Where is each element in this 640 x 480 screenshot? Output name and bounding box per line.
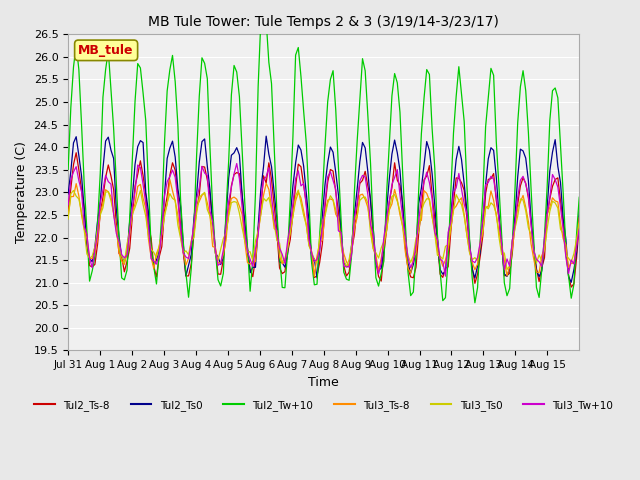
Tul3_Ts-8 (391, 187, 399, 192)
Tul3_Tw+10 (233, 161, 241, 167)
Tul3_Ts-8 (64, 213, 72, 219)
Y-axis label: Temperature (C): Temperature (C) (15, 142, 28, 243)
Tul2_Ts0 (262, 133, 270, 139)
Tul3_Tw+10 (64, 202, 72, 208)
Tul2_Tw+10 (324, 98, 332, 104)
Legend: Tul2_Ts-8, Tul2_Ts0, Tul2_Tw+10, Tul3_Ts-8, Tul3_Ts0, Tul3_Tw+10: Tul2_Ts-8, Tul2_Ts0, Tul2_Tw+10, Tul3_Ts… (30, 396, 618, 415)
Tul3_Ts-8 (575, 215, 583, 221)
Tul2_Tw+10 (64, 167, 72, 172)
Tul2_Tw+10 (388, 93, 396, 98)
X-axis label: Time: Time (308, 376, 339, 389)
Tul3_Tw+10 (388, 181, 396, 187)
Tul2_Ts-8 (278, 271, 286, 276)
Tul3_Tw+10 (324, 174, 332, 180)
Tul2_Tw+10 (471, 300, 479, 306)
Tul3_Ts0 (276, 240, 284, 246)
Tul2_Tw+10 (126, 215, 134, 221)
Tul3_Ts-8 (326, 196, 334, 202)
Title: MB Tule Tower: Tule Temps 2 & 3 (3/19/14-3/23/17): MB Tule Tower: Tule Temps 2 & 3 (3/19/14… (148, 15, 499, 29)
Tul3_Ts-8 (310, 274, 318, 279)
Tul2_Ts0 (388, 151, 396, 157)
Tul2_Tw+10 (273, 208, 281, 214)
Tul3_Ts-8 (273, 228, 281, 233)
Tul2_Ts-8 (129, 213, 136, 219)
Tul2_Ts0 (575, 209, 583, 215)
Tul2_Ts0 (278, 260, 286, 265)
Tul3_Ts-8 (362, 196, 369, 202)
Tul2_Ts0 (126, 218, 134, 224)
Tul3_Ts0 (294, 187, 302, 193)
Tul3_Tw+10 (126, 227, 134, 233)
Tul2_Tw+10 (358, 56, 366, 61)
Line: Tul3_Ts0: Tul3_Ts0 (68, 190, 579, 269)
Tul3_Ts0 (575, 220, 583, 226)
Tul3_Ts-8 (278, 261, 286, 266)
Tul2_Tw+10 (257, 18, 265, 24)
Tul2_Ts-8 (273, 228, 281, 234)
Tul2_Tw+10 (575, 194, 583, 200)
Tul3_Tw+10 (358, 172, 366, 178)
Tul3_Ts0 (126, 228, 134, 234)
Tul3_Ts-8 (166, 177, 173, 182)
Tul2_Ts-8 (358, 178, 366, 183)
Line: Tul2_Ts0: Tul2_Ts0 (68, 136, 579, 282)
Line: Tul3_Ts-8: Tul3_Ts-8 (68, 180, 579, 276)
Tul2_Tw+10 (278, 285, 286, 290)
Tul2_Ts0 (273, 216, 281, 222)
Tul3_Ts0 (503, 266, 511, 272)
Tul3_Tw+10 (278, 252, 286, 257)
Tul2_Ts0 (64, 191, 72, 197)
Tul2_Ts-8 (64, 209, 72, 215)
Text: MB_tule: MB_tule (78, 44, 134, 57)
Tul3_Tw+10 (442, 273, 449, 279)
Line: Tul2_Ts-8: Tul2_Ts-8 (68, 153, 579, 287)
Tul3_Ts0 (64, 216, 72, 222)
Tul3_Ts0 (270, 221, 278, 227)
Tul2_Ts-8 (575, 221, 583, 227)
Tul2_Ts-8 (388, 185, 396, 191)
Tul3_Ts0 (388, 193, 396, 199)
Tul2_Ts-8 (324, 179, 332, 185)
Tul2_Ts0 (358, 140, 366, 145)
Tul3_Tw+10 (575, 226, 583, 232)
Line: Tul2_Tw+10: Tul2_Tw+10 (68, 21, 579, 303)
Tul3_Tw+10 (273, 231, 281, 237)
Tul2_Ts0 (324, 160, 332, 166)
Tul3_Ts0 (358, 195, 366, 201)
Tul2_Ts-8 (72, 150, 80, 156)
Line: Tul3_Tw+10: Tul3_Tw+10 (68, 164, 579, 276)
Tul2_Ts0 (568, 279, 575, 285)
Tul3_Ts-8 (126, 230, 134, 236)
Tul3_Ts0 (324, 200, 332, 206)
Tul2_Ts-8 (568, 284, 575, 290)
